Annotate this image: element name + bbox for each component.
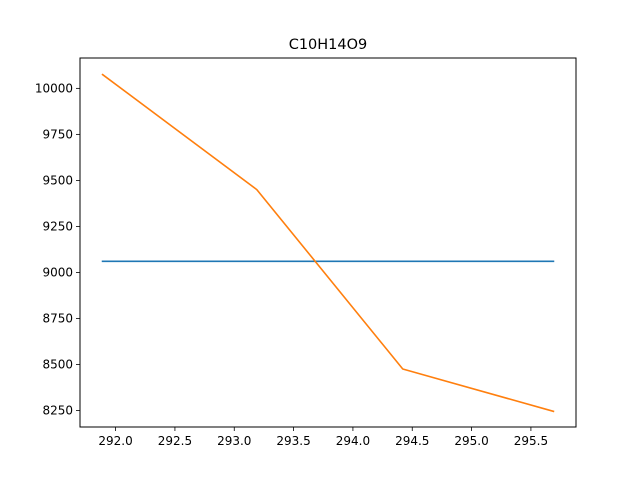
axes-layer: 292.0 292.5 293.0 293.5 294.0 294.5 295.0 295.5… xyxy=(35,81,548,448)
x-tick-label: 292.5 xyxy=(158,434,192,448)
y-tick-label: 9500 xyxy=(42,173,73,187)
y-tick-label: 9250 xyxy=(42,219,73,233)
x-tick-label: 293.5 xyxy=(276,434,310,448)
y-tick-label: 9000 xyxy=(42,265,73,279)
y-tick-label: 8750 xyxy=(42,311,73,325)
x-tick-label: 293.0 xyxy=(217,434,251,448)
series-layer xyxy=(101,73,555,413)
chart-title: C10H14O9 xyxy=(289,37,368,53)
plot-frame xyxy=(79,57,577,428)
x-tick-label: 295.5 xyxy=(514,434,548,448)
y-tick-label: 8250 xyxy=(42,403,73,417)
series-line-2 xyxy=(101,73,555,413)
y-tick-label: 8500 xyxy=(42,357,73,371)
y-tick-label: 10000 xyxy=(35,81,73,95)
y-tick-label: 9750 xyxy=(42,127,73,141)
x-tick-label: 295.0 xyxy=(454,434,488,448)
x-tick-label: 294.5 xyxy=(395,434,429,448)
x-tick-label: 294.0 xyxy=(336,434,370,448)
x-tick-label: 292.0 xyxy=(98,434,132,448)
